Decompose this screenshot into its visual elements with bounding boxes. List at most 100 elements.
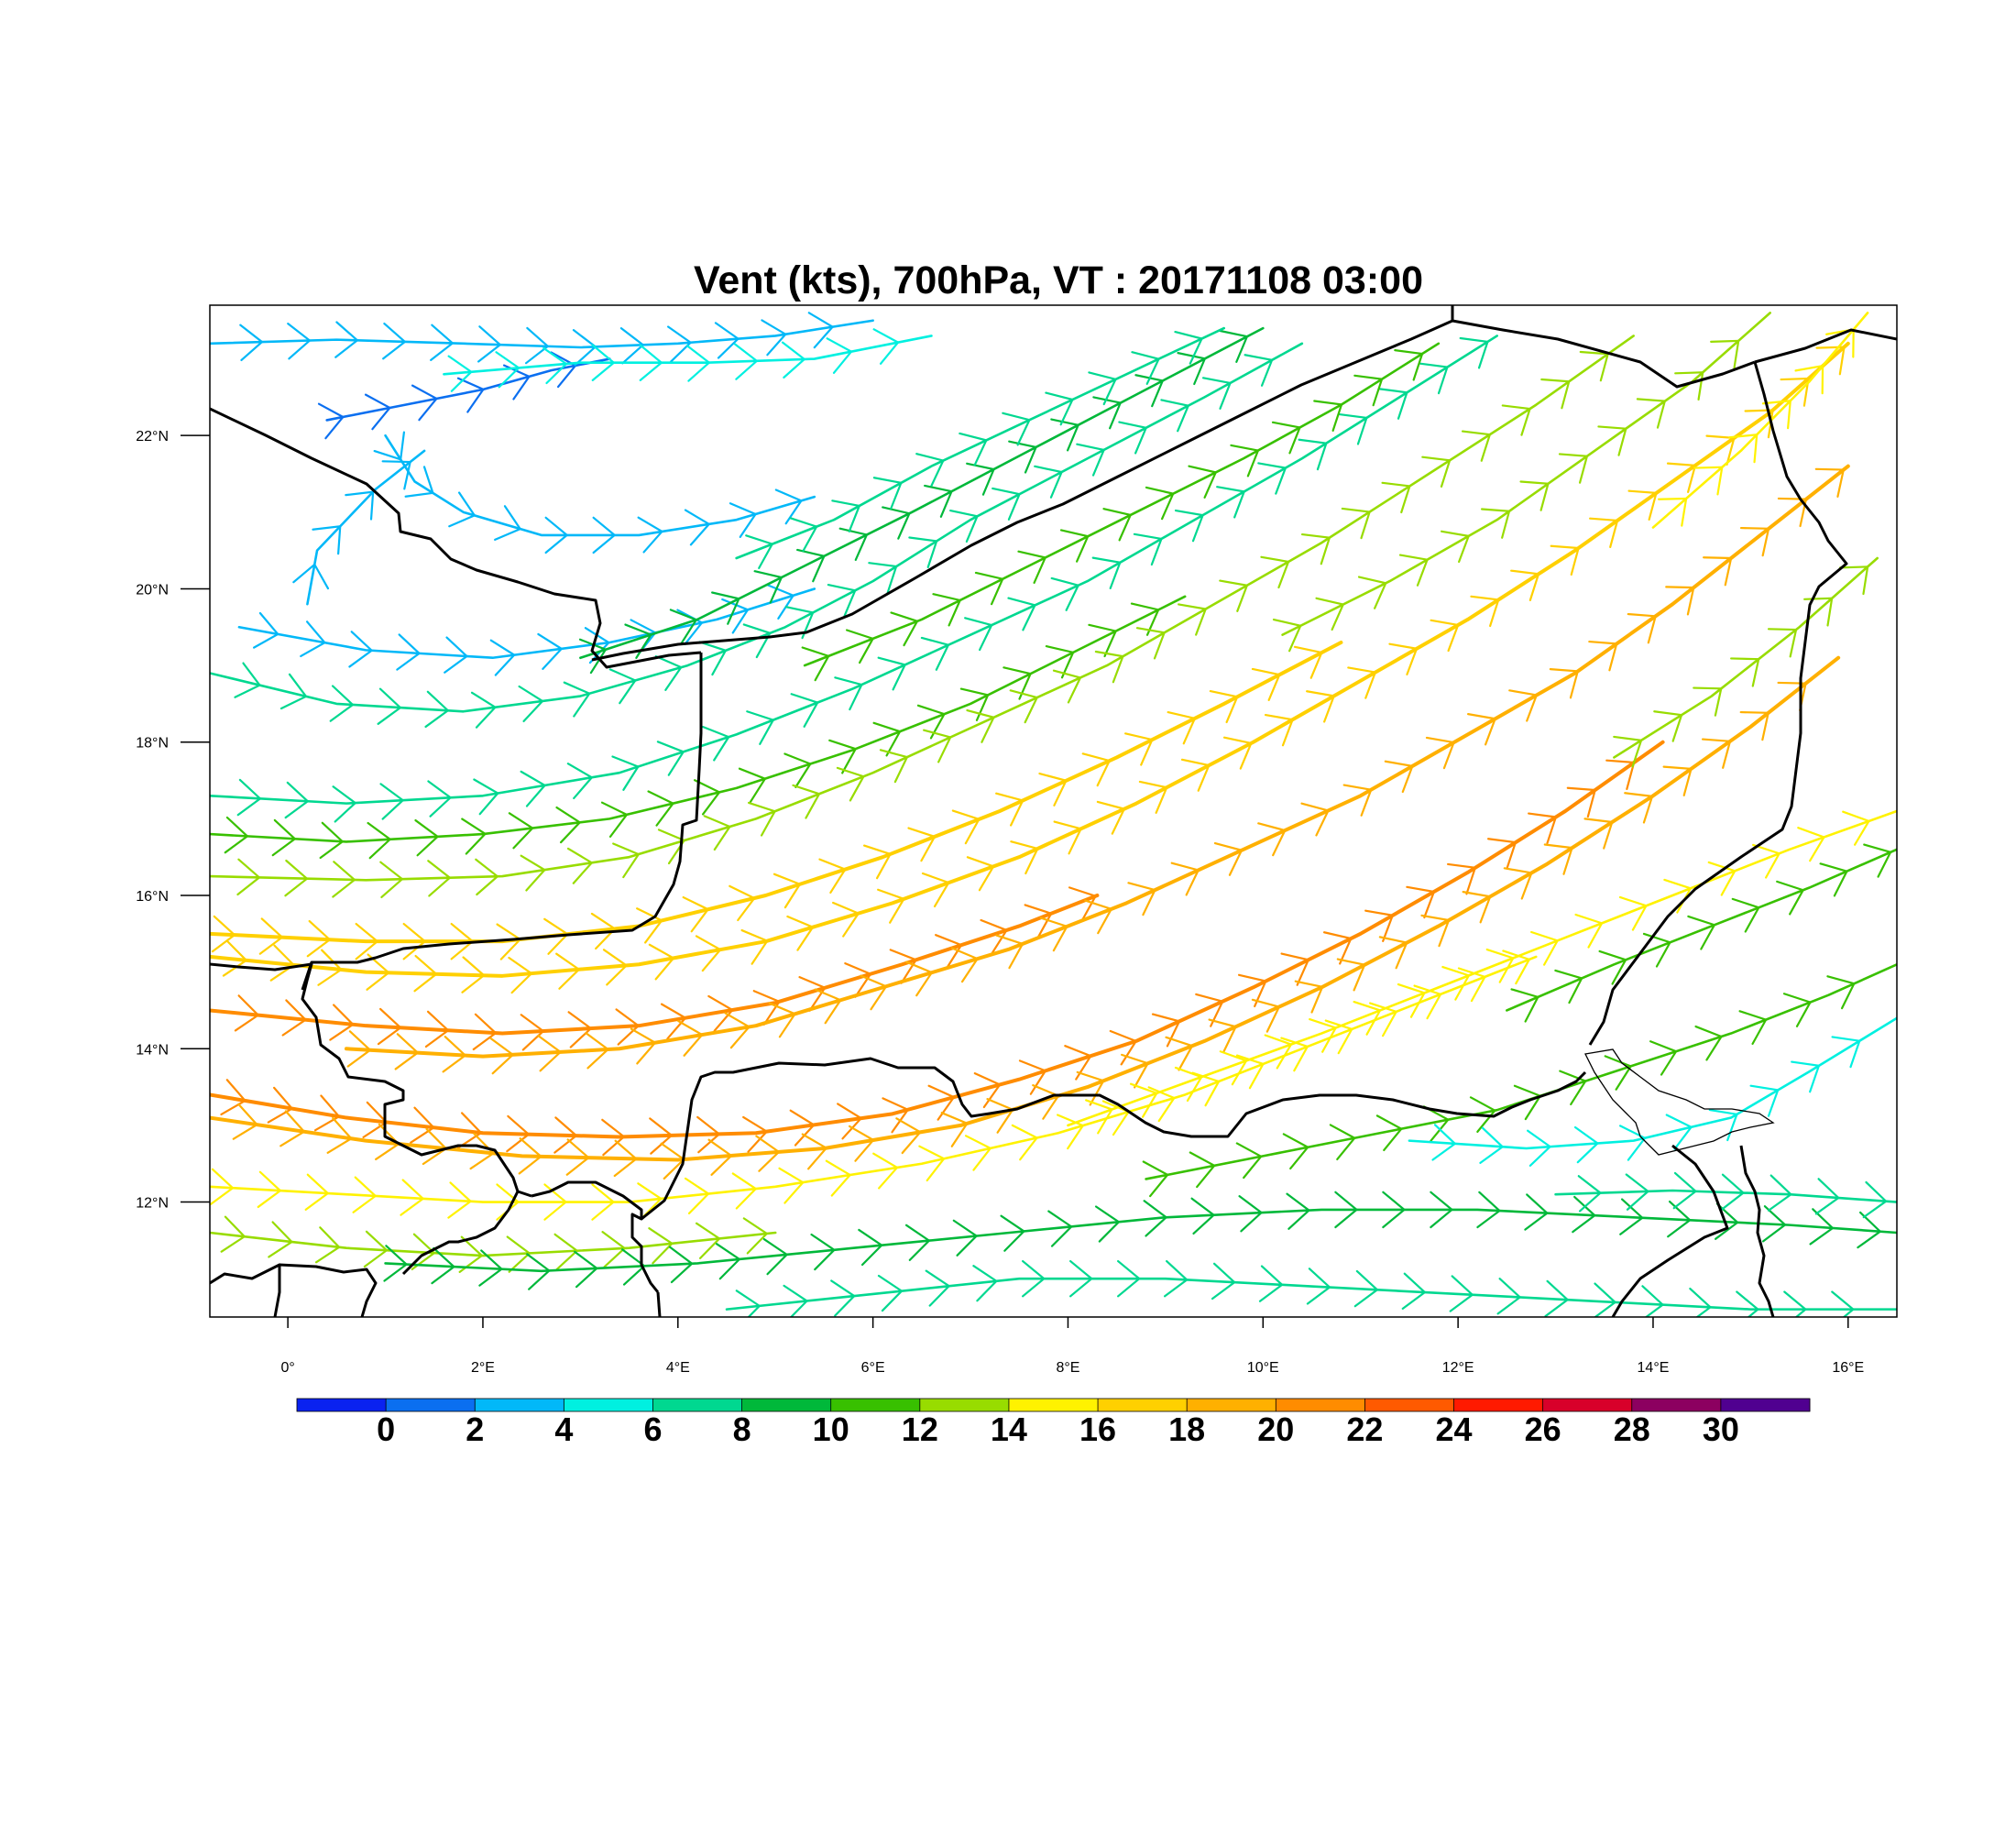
wind-barb: [1662, 765, 1693, 796]
wind-barb: [1502, 949, 1531, 985]
wind-stream: [1613, 556, 1879, 768]
wind-barb: [1508, 689, 1539, 722]
wind-barb: [1703, 556, 1733, 587]
wind-barb: [1264, 1034, 1293, 1070]
wind-barb: [1524, 1193, 1550, 1231]
wind-barb: [1739, 710, 1770, 741]
wind-barb: [1574, 913, 1604, 949]
wind-barb: [312, 524, 342, 555]
wind-barb: [702, 726, 730, 762]
wind-barb: [1388, 642, 1419, 675]
wind-barb: [1188, 465, 1218, 499]
wind-barb: [1782, 993, 1813, 1027]
wind-stream: [373, 431, 816, 554]
wind-barb: [566, 847, 594, 884]
wind-barb: [742, 623, 772, 659]
wind-barb: [279, 673, 308, 710]
border-algeria-libya: [1452, 319, 1756, 389]
wind-barb: [762, 1238, 789, 1276]
wind-barb: [952, 1219, 979, 1257]
wind-barb: [1174, 1066, 1203, 1103]
wind-barb: [669, 1246, 694, 1284]
wind-barb: [410, 1106, 436, 1144]
wind-streamline: [1506, 848, 1897, 1012]
wind-streamline: [1554, 1189, 1897, 1203]
y-axis: 12°N 14°N 16°N 18°N 20°N 22°N: [136, 429, 210, 1212]
wind-barb: [1022, 1259, 1046, 1298]
wind-barb: [1715, 1202, 1739, 1240]
wind-barb: [703, 815, 732, 851]
wind-barb: [637, 516, 664, 554]
colorbar-swatch: [475, 1399, 564, 1411]
wind-barb: [682, 895, 710, 933]
wind-barb: [313, 1094, 341, 1132]
wind-barb: [355, 922, 379, 960]
wind-barb: [1613, 735, 1643, 768]
wind-barb: [1422, 1105, 1450, 1142]
wind-barb: [1710, 339, 1740, 369]
wind-barb: [329, 1004, 355, 1041]
wind-barb: [1588, 640, 1618, 672]
wind-barb: [1088, 623, 1118, 658]
wind-barb: [1009, 689, 1039, 724]
wind-barb: [1554, 969, 1583, 1004]
wind-barb: [1693, 686, 1723, 717]
x-tick-label: 16°E: [1832, 1360, 1864, 1376]
wind-streamline: [210, 341, 1850, 978]
wind-barb: [1687, 915, 1716, 950]
wind-barb: [932, 593, 962, 627]
wind-barb: [747, 801, 777, 837]
border-niger-burkina: [531, 1180, 660, 1293]
wind-barb: [872, 721, 902, 757]
wind-barb: [949, 509, 979, 543]
wind-streamline: [1281, 312, 1771, 636]
wind-barb: [430, 324, 455, 361]
wind-barb: [1088, 371, 1118, 406]
wind-barb: [329, 685, 355, 722]
wind-streamline: [210, 595, 1187, 843]
wind-barb: [252, 611, 279, 649]
wind-barb: [676, 609, 704, 646]
wind-barb: [1589, 517, 1619, 549]
wind-barb: [980, 918, 1009, 955]
colorbar-label: 26: [1525, 1410, 1561, 1448]
wind-stream: [1272, 312, 1771, 653]
wind-barb: [1730, 657, 1760, 687]
wind-barb: [648, 943, 675, 981]
wind-barb: [1174, 509, 1205, 543]
colorbar-swatch: [564, 1399, 653, 1411]
wind-barb: [657, 829, 686, 865]
wind-barb: [889, 949, 918, 984]
wind-barb: [317, 402, 345, 440]
wind-barb: [959, 687, 990, 721]
wind-barb: [872, 477, 903, 510]
wind-barb: [858, 1228, 883, 1267]
wind-barb: [456, 377, 486, 413]
wind-barb: [639, 344, 663, 381]
wind-barb: [925, 1269, 951, 1307]
wind-barb: [1430, 1191, 1454, 1229]
wind-barb: [711, 591, 740, 625]
y-tick-label: 16°N: [136, 889, 169, 905]
y-tick-label: 12°N: [136, 1196, 169, 1212]
wind-barb: [1469, 1096, 1497, 1133]
wind-barb: [1826, 975, 1856, 1010]
colorbar-swatch: [1276, 1399, 1365, 1411]
wind-barb: [1485, 948, 1515, 983]
colorbar-swatch: [919, 1399, 1010, 1411]
wind-barb: [537, 632, 564, 670]
wind-barb: [667, 325, 693, 363]
wind-barb: [1672, 1171, 1698, 1210]
border-burkina-south: [210, 1263, 281, 1317]
wind-barb: [745, 534, 774, 569]
wind-barb: [1145, 486, 1175, 521]
wind-barb: [518, 685, 544, 723]
wind-barb: [1625, 1173, 1650, 1211]
wind-stream: [210, 335, 1498, 823]
wind-barb: [1736, 1290, 1760, 1317]
wind-barb: [1002, 412, 1031, 446]
wind-stream: [801, 342, 1441, 682]
map-background: [210, 305, 1897, 1317]
wind-barb: [890, 611, 919, 647]
wind-barb: [1720, 1173, 1746, 1211]
